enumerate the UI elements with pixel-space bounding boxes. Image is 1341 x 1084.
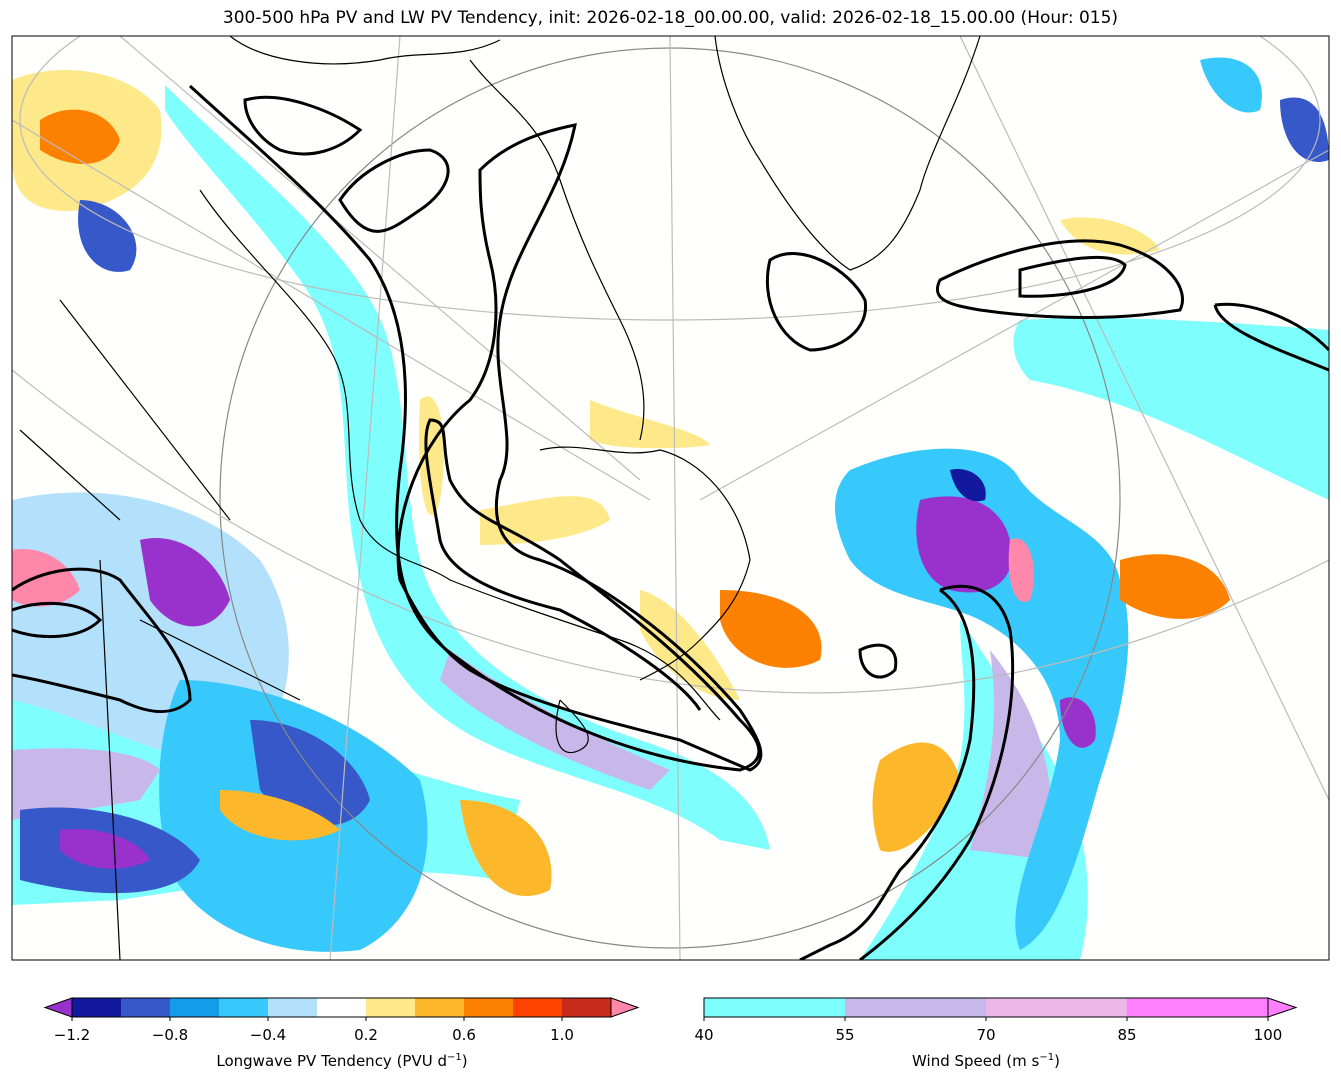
colorbar-outline: [71, 997, 612, 1018]
jet-streak-west: [165, 85, 770, 850]
colorbar-bin: [72, 998, 122, 1017]
colorbar-bin: [1127, 998, 1269, 1017]
colorbar-bin: [845, 998, 987, 1017]
colorbar-bin: [366, 998, 416, 1017]
pv-tick: −1.2: [54, 1026, 90, 1044]
colorbar-bin: [464, 998, 514, 1017]
pv-tick: 1.0: [550, 1026, 574, 1044]
wind-tick: 55: [835, 1026, 854, 1044]
colorbar-bin: [513, 998, 563, 1017]
pv-tendency-field: [12, 57, 1329, 952]
jet-streak-east: [1013, 318, 1329, 500]
pv-tick: 0.2: [354, 1026, 378, 1044]
wind-speed-colorbar: [703, 997, 1298, 1021]
colorbar-under-extend: [43, 997, 73, 1018]
graticule: [12, 36, 1329, 960]
colorbar-bin: [986, 998, 1128, 1017]
colorbar-over-extend: [610, 997, 640, 1018]
colorbar-bin: [170, 998, 220, 1017]
wind-tick: 100: [1254, 1026, 1283, 1044]
plot-title: 300-500 hPa PV and LW PV Tendency, init:…: [222, 8, 1119, 28]
map-panel: [12, 36, 1329, 960]
colorbar-bin: [415, 998, 465, 1017]
jet-streak-south-core: [12, 748, 160, 820]
pv-colorbar-label: Longwave PV Tendency (PVU d−1): [216, 1052, 467, 1070]
pv-tick: 0.6: [452, 1026, 476, 1044]
colorbar-bin: [562, 998, 612, 1017]
colorbar-bin: [268, 998, 318, 1017]
pv-tick: −0.4: [250, 1026, 286, 1044]
colorbar-bin: [704, 998, 846, 1017]
colorbar-bin: [317, 998, 367, 1017]
colorbar-bin: [219, 998, 269, 1017]
wind-colorbar-label: Wind Speed (m s−1): [912, 1052, 1060, 1070]
wind-tick: 70: [976, 1026, 995, 1044]
pv-tick: −0.8: [152, 1026, 188, 1044]
pv-contours: [12, 84, 1329, 960]
jet-streak-southeast-core: [970, 650, 1052, 860]
wind-tick: 85: [1117, 1026, 1136, 1044]
coastlines: [19, 36, 981, 960]
pv-tendency-colorbar: [43, 997, 640, 1021]
wind-tick: 40: [694, 1026, 713, 1044]
colorbar-over-extend: [1267, 997, 1298, 1018]
colorbar-bin: [121, 998, 171, 1017]
map-frame: [11, 35, 1330, 961]
